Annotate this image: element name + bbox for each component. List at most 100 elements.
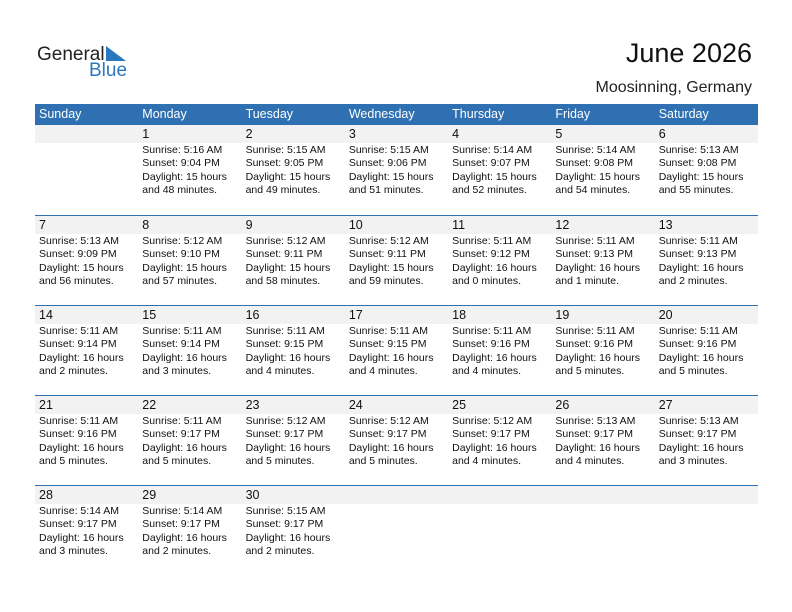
day-info: Sunrise: 5:13 AM Sunset: 9:17 PM Daylight:…	[655, 414, 758, 469]
day-info: Sunrise: 5:11 AM Sunset: 9:16 PM Daylight:…	[35, 414, 138, 469]
sunrise-text: Sunrise: 5:14 AM	[39, 505, 119, 517]
sunrise-text: Sunrise: 5:11 AM	[452, 235, 532, 247]
sunrise-text: Sunrise: 5:11 AM	[39, 415, 119, 427]
day-number: 18	[452, 308, 467, 322]
sunset-text: Sunset: 9:13 PM	[555, 248, 634, 261]
daylight1-text: Daylight: 15 hours	[245, 261, 331, 274]
day-number: 7	[39, 218, 46, 232]
sunset-text: Sunset: 9:16 PM	[452, 338, 530, 351]
sunrise-text: Sunrise: 5:11 AM	[142, 415, 222, 427]
sunrise-text: Sunrise: 5:13 AM	[658, 415, 739, 427]
calendar: Sunday Monday Tuesday Wednesday Thursday Frid…	[35, 104, 758, 575]
daylight2-text: and 4 minutes.	[555, 455, 625, 468]
sunset-text: Sunset: 9:10 PM	[142, 248, 220, 261]
sunrise-text: Sunrise: 5:11 AM	[658, 235, 738, 247]
daylight2-text: and 2 minutes.	[39, 365, 108, 378]
sunset-text: Sunset: 9:16 PM	[555, 338, 634, 351]
day-info: Sunrise: 5:16 AM Sunset: 9:04 PM Daylight:…	[138, 143, 241, 198]
daylight1-text: Daylight: 16 hours	[555, 351, 641, 364]
day-number: 15	[142, 308, 157, 322]
sunset-text: Sunset: 9:17 PM	[245, 518, 324, 531]
sunset-text: Sunset: 9:06 PM	[348, 157, 427, 170]
sunset-text: Sunset: 9:07 PM	[452, 157, 530, 170]
sunrise-text: Sunrise: 5:11 AM	[658, 325, 738, 337]
daylight1-text: Daylight: 16 hours	[39, 351, 124, 364]
location: Moosinning, Germany	[595, 79, 752, 96]
sunrise-text: Sunrise: 5:12 AM	[452, 415, 533, 427]
day-info	[655, 504, 758, 559]
day-number: 27	[658, 398, 673, 412]
logo-triangle-icon	[106, 46, 126, 61]
weekday-sunday: Sunday	[39, 107, 82, 121]
daylight1-text: Daylight: 15 hours	[555, 170, 641, 183]
daylight1-text: Daylight: 15 hours	[39, 261, 124, 274]
day-info: Sunrise: 5:14 AM Sunset: 9:17 PM Daylight:…	[35, 504, 138, 559]
day-number: 13	[658, 218, 673, 232]
day-number	[448, 486, 551, 504]
sunset-text: Sunset: 9:17 PM	[348, 428, 427, 441]
day-info: Sunrise: 5:12 AM Sunset: 9:17 PM Daylight:…	[448, 414, 551, 469]
sunset-text: Sunset: 9:11 PM	[348, 248, 426, 261]
daylight1-text: Daylight: 15 hours	[658, 170, 744, 183]
sunset-text: Sunset: 9:14 PM	[39, 338, 117, 351]
day-number: 6	[658, 127, 666, 141]
sunset-text: Sunset: 9:13 PM	[658, 248, 737, 261]
day-number: 30	[245, 488, 260, 502]
sunrise-text: Sunrise: 5:15 AM	[348, 144, 429, 156]
page-title: June 2026	[625, 38, 752, 68]
sunrise-text: Sunrise: 5:14 AM	[555, 144, 636, 156]
sunrise-text: Sunrise: 5:11 AM	[245, 325, 325, 337]
day-number	[35, 125, 138, 143]
day-number: 21	[39, 398, 53, 412]
day-number: 26	[555, 398, 570, 412]
week-row: 14 15 16 17 18 19 20 Sunrise: 5:11 AM Sunset: 9:…	[35, 305, 758, 395]
day-info: Sunrise: 5:13 AM Sunset: 9:08 PM Daylight:…	[655, 143, 758, 198]
daylight1-text: Daylight: 16 hours	[658, 441, 744, 454]
day-number	[655, 486, 758, 504]
sunrise-text: Sunrise: 5:14 AM	[142, 505, 223, 517]
sunrise-text: Sunrise: 5:12 AM	[348, 415, 429, 427]
sunset-text: Sunset: 9:17 PM	[658, 428, 737, 441]
sunrise-text: Sunrise: 5:12 AM	[142, 235, 223, 247]
sunrise-text: Sunrise: 5:11 AM	[555, 235, 635, 247]
sunset-text: Sunset: 9:17 PM	[452, 428, 530, 441]
day-info: Sunrise: 5:11 AM Sunset: 9:14 PM Daylight:…	[35, 324, 138, 379]
daylight2-text: and 54 minutes.	[555, 184, 631, 197]
day-info: Sunrise: 5:12 AM Sunset: 9:11 PM Daylight:…	[242, 234, 345, 289]
day-info: Sunrise: 5:13 AM Sunset: 9:17 PM Daylight:…	[551, 414, 654, 469]
day-info: Sunrise: 5:12 AM Sunset: 9:17 PM Daylight:…	[242, 414, 345, 469]
day-number: 29	[142, 488, 157, 502]
sunset-text: Sunset: 9:17 PM	[39, 518, 117, 531]
day-info: Sunrise: 5:11 AM Sunset: 9:13 PM Daylight:…	[655, 234, 758, 289]
day-number: 12	[555, 218, 570, 232]
day-info: Sunrise: 5:11 AM Sunset: 9:14 PM Daylight:…	[138, 324, 241, 379]
daylight1-text: Daylight: 15 hours	[142, 261, 227, 274]
daylight1-text: Daylight: 16 hours	[452, 261, 537, 274]
day-number: 14	[39, 308, 53, 322]
daylight1-text: Daylight: 16 hours	[142, 441, 227, 454]
daylight1-text: Daylight: 16 hours	[555, 261, 641, 274]
day-info	[448, 504, 551, 559]
sunrise-text: Sunrise: 5:13 AM	[658, 144, 739, 156]
daylight2-text: and 57 minutes.	[142, 275, 217, 288]
week-row: 1 2 3 4 5 6 Sunrise: 5:16 AM Sunset: 9:04 PM Day…	[35, 125, 758, 215]
daylight2-text: and 52 minutes.	[452, 184, 527, 197]
daylight2-text: and 3 minutes.	[39, 545, 108, 558]
daylight1-text: Daylight: 15 hours	[348, 170, 434, 183]
sunset-text: Sunset: 9:15 PM	[245, 338, 324, 351]
day-info: Sunrise: 5:11 AM Sunset: 9:15 PM Daylight:…	[345, 324, 448, 379]
daylight1-text: Daylight: 16 hours	[245, 531, 331, 544]
daylight2-text: and 56 minutes.	[39, 275, 114, 288]
sunrise-text: Sunrise: 5:11 AM	[452, 325, 532, 337]
weekday-tuesday: Tuesday	[245, 107, 294, 121]
daylight2-text: and 49 minutes.	[245, 184, 321, 197]
daylight1-text: Daylight: 16 hours	[39, 441, 124, 454]
day-info: Sunrise: 5:15 AM Sunset: 9:05 PM Daylight:…	[242, 143, 345, 198]
day-info: Sunrise: 5:14 AM Sunset: 9:08 PM Daylight:…	[551, 143, 654, 198]
daylight2-text: and 2 minutes.	[142, 545, 212, 558]
date-row: 1 2 3 4 5 6	[35, 125, 758, 143]
info-row: Sunrise: 5:14 AM Sunset: 9:17 PM Daylight:…	[35, 504, 758, 559]
day-info: Sunrise: 5:14 AM Sunset: 9:17 PM Daylight:…	[138, 504, 241, 559]
date-row: 14 15 16 17 18 19 20	[35, 306, 758, 324]
day-info: Sunrise: 5:15 AM Sunset: 9:17 PM Daylight:…	[242, 504, 345, 559]
